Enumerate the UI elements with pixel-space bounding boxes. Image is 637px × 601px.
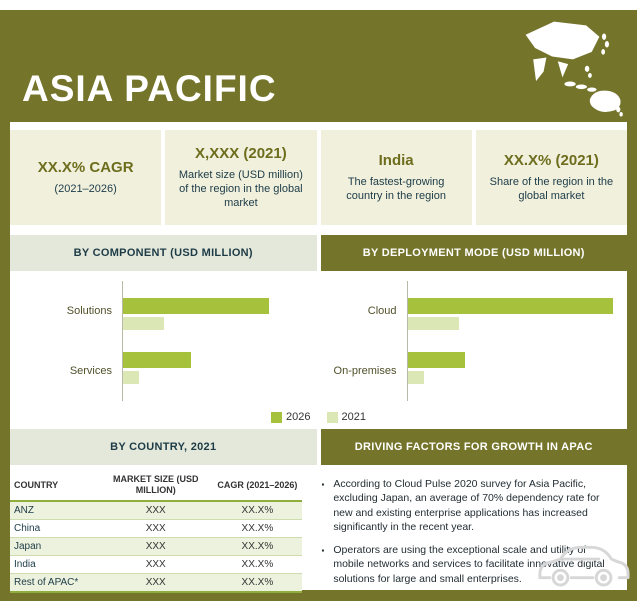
frame-left: [0, 10, 10, 601]
legend-item-2026: 2026: [271, 411, 311, 423]
table-row-japan: Japan XXX XX.X%: [10, 537, 302, 556]
charts-row: Solutions Services Cloud: [10, 275, 627, 407]
frame-right: [627, 10, 637, 601]
section-band-row-1: BY COMPONENT (USD MILLION) BY DEPLOYMENT…: [10, 235, 627, 271]
bullet-square-icon: ▪: [321, 545, 325, 555]
table-row-china: China XXX XX.X%: [10, 519, 302, 538]
stat-value: XX.X% CAGR: [37, 158, 134, 176]
driving-factor-item: ▪ According to Cloud Pulse 2020 survey f…: [322, 477, 614, 535]
stats-row: XX.X% CAGR (2021–2026) X,XXX (2021) Mark…: [10, 130, 627, 225]
table-header-row: COUNTRY MARKET SIZE (USD MILLION) CAGR (…: [10, 471, 302, 502]
cell-market-size: XXX: [98, 555, 214, 574]
column-header-cagr: CAGR (2021–2026): [213, 471, 302, 502]
cell-country: China: [10, 519, 99, 538]
legend-label-2026: 2026: [286, 411, 311, 423]
table-row-rest-of-apac: Rest of APAC* XXX XX.X%: [10, 573, 302, 593]
cell-market-size: XXX: [98, 500, 214, 520]
bar-services-2026: [123, 352, 192, 368]
cell-market-size: XXX: [98, 573, 214, 593]
stat-value: India: [378, 151, 414, 169]
legend-label-2021: 2021: [341, 411, 366, 423]
component-chart-labels: Solutions Services: [10, 281, 122, 401]
cell-cagr: XX.X%: [213, 500, 302, 520]
asia-pacific-map-icon: [525, 21, 623, 117]
driving-factor-text: According to Cloud Pulse 2020 survey for…: [333, 478, 600, 534]
bar-on-premises-2026: [407, 352, 466, 368]
stat-desc: The fastest-growing country in the regio…: [346, 175, 446, 202]
driving-factor-text: Operators are using the exceptional scal…: [333, 543, 605, 585]
bar-on-premises-2021: [407, 371, 424, 384]
category-label-cloud: Cloud: [367, 305, 397, 317]
bar-solutions-2026: [123, 298, 269, 314]
section-band-row-2: BY COUNTRY, 2021 DRIVING FACTORS FOR GRO…: [10, 429, 627, 465]
cell-country: Japan: [10, 537, 99, 556]
section-header-component: BY COMPONENT (USD MILLION): [10, 235, 317, 271]
cell-market-size: XXX: [98, 537, 214, 556]
cell-market-size: XXX: [98, 519, 214, 538]
cell-country: ANZ: [10, 500, 99, 520]
category-label-on-premises: On-premises: [333, 365, 397, 377]
deployment-chart-plot: [406, 281, 628, 401]
legend-swatch-2021-icon: [326, 411, 338, 423]
stat-value: X,XXX (2021): [195, 144, 287, 162]
section-header-driving-factors: DRIVING FACTORS FOR GROWTH IN APAC: [320, 429, 627, 465]
cell-cagr: XX.X%: [213, 537, 302, 556]
cell-cagr: XX.X%: [213, 519, 302, 538]
bar-cloud-2021: [407, 317, 459, 330]
driving-factor-item: ▪ Operators are using the exceptional sc…: [322, 543, 614, 586]
table-row-anz: ANZ XXX XX.X%: [10, 500, 302, 520]
stat-desc: (2021–2026): [54, 182, 117, 195]
cell-cagr: XX.X%: [213, 555, 302, 574]
stat-desc: Market size (USD million) of the region …: [178, 168, 303, 210]
cell-country: Rest of APAC*: [10, 573, 99, 593]
bar-solutions-2021: [123, 317, 164, 330]
cell-cagr: XX.X%: [213, 573, 302, 593]
bottom-row: COUNTRY MARKET SIZE (USD MILLION) CAGR (…: [10, 471, 627, 594]
column-header-market-size: MARKET SIZE (USD MILLION): [98, 471, 214, 502]
country-table: COUNTRY MARKET SIZE (USD MILLION) CAGR (…: [10, 471, 302, 593]
bullet-square-icon: ▪: [321, 480, 325, 489]
bar-services-2021: [123, 371, 139, 384]
stat-card-fastest-country: India The fastest-growing country in the…: [320, 130, 472, 225]
component-bar-chart: Solutions Services: [10, 275, 317, 407]
component-chart-plot: [122, 281, 317, 401]
driving-factors-list: ▪ According to Cloud Pulse 2020 survey f…: [306, 471, 628, 594]
car-watermark-icon: [538, 545, 630, 587]
category-label-services: Services: [69, 365, 112, 377]
section-header-country: BY COUNTRY, 2021: [10, 429, 317, 465]
category-label-solutions: Solutions: [66, 305, 112, 317]
frame-bottom: [0, 590, 637, 601]
deployment-chart-labels: Cloud On-premises: [321, 281, 407, 401]
content-area: XX.X% CAGR (2021–2026) X,XXX (2021) Mark…: [10, 122, 627, 593]
stat-card-cagr: XX.X% CAGR (2021–2026): [10, 130, 162, 225]
stat-desc: Share of the region in the global market: [489, 175, 614, 202]
column-header-country: COUNTRY: [10, 471, 99, 502]
header-banner: ASIA PACIFIC: [0, 10, 637, 122]
legend-item-2021: 2021: [326, 411, 366, 423]
section-header-deployment: BY DEPLOYMENT MODE (USD MILLION): [320, 235, 627, 271]
cell-country: India: [10, 555, 99, 574]
stat-card-region-share: XX.X% (2021) Share of the region in the …: [475, 130, 627, 225]
bar-group-services: [123, 352, 269, 384]
deployment-bar-chart: Cloud On-premises: [321, 275, 628, 407]
chart-legend: 2026 2021: [10, 409, 627, 425]
bar-group-cloud: [407, 298, 613, 330]
country-table-wrap: COUNTRY MARKET SIZE (USD MILLION) CAGR (…: [10, 471, 302, 594]
page-title: ASIA PACIFIC: [22, 68, 277, 109]
bar-group-on-premises: [407, 352, 614, 384]
table-row-india: India XXX XX.X%: [10, 555, 302, 574]
bar-cloud-2026: [407, 298, 613, 314]
legend-swatch-2026-icon: [271, 411, 283, 423]
stat-value: XX.X% (2021): [503, 151, 599, 169]
stat-card-market-size: X,XXX (2021) Market size (USD million) o…: [165, 130, 317, 225]
bar-group-solutions: [123, 298, 269, 330]
